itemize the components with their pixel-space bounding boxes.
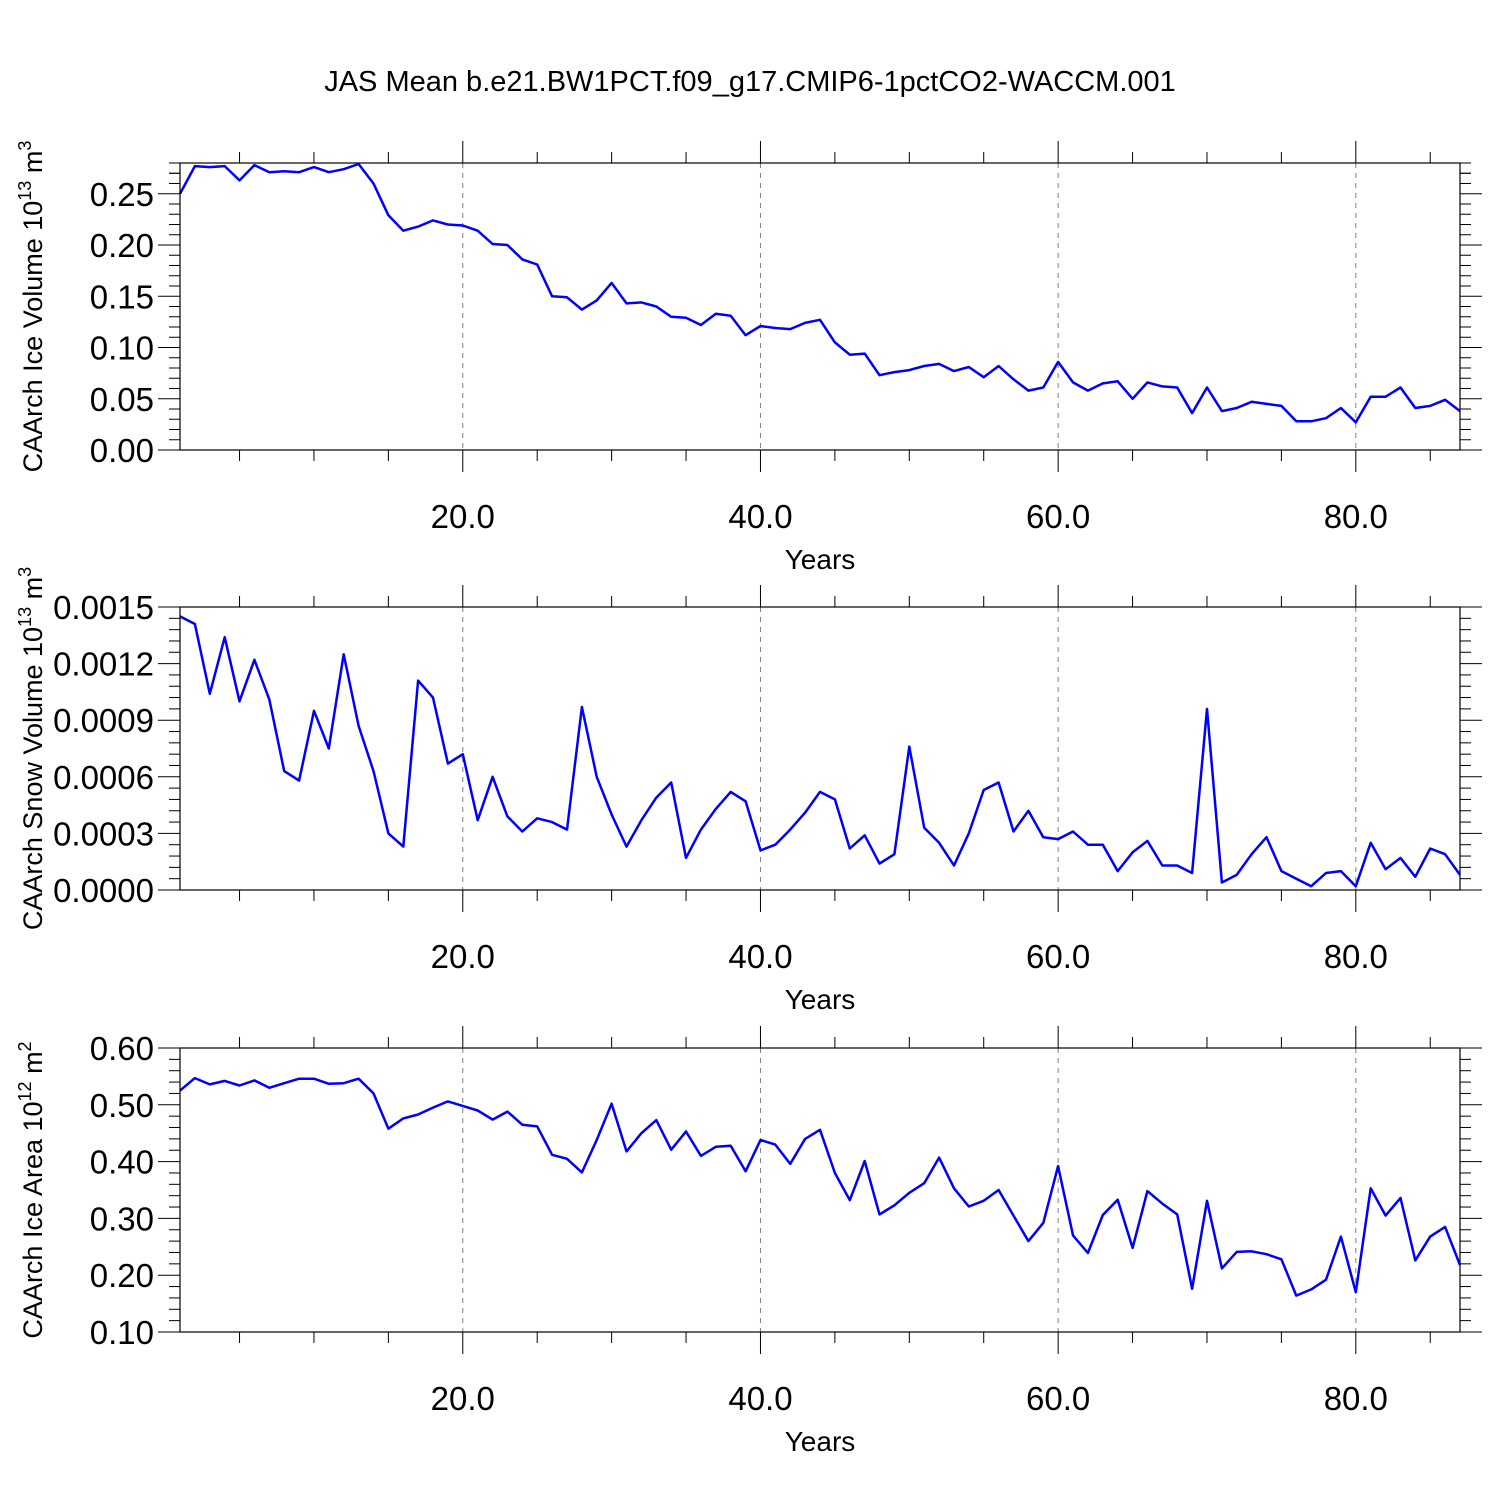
x-axis-label: Years <box>785 984 856 1015</box>
y-tick-label: 0.0009 <box>53 702 154 739</box>
y-axis-label: CAArch Snow Volume 1013 m3 <box>15 567 48 930</box>
panel-2: 0.0000 0.0003 0.0006 0.0009 0.0012 0.0015 20.0… <box>15 567 1482 1015</box>
x-tick-label: 80.0 <box>1324 938 1388 975</box>
y-tick-label: 0.00 <box>90 432 154 469</box>
x-tick-label: 40.0 <box>728 1380 792 1417</box>
y-tick-label: 0.05 <box>90 381 154 418</box>
y-tick-label: 0.0012 <box>53 646 154 683</box>
x-tick-label: 20.0 <box>431 1380 495 1417</box>
x-tick-label: 60.0 <box>1026 498 1090 535</box>
x-tick-label: 60.0 <box>1026 1380 1090 1417</box>
y-tick-label: 0.10 <box>90 330 154 367</box>
x-axis-label: Years <box>785 1426 856 1457</box>
y-axis-label: CAArch Ice Area 1012 m2 <box>15 1041 48 1338</box>
y-tick-label: 0.20 <box>90 1257 154 1294</box>
plot-frame <box>179 606 1461 891</box>
y-tick-label: 0.0015 <box>53 589 154 626</box>
x-tick-label: 80.0 <box>1324 498 1388 535</box>
y-tick-label: 0.40 <box>90 1144 154 1181</box>
y-tick-label: 0.0000 <box>53 872 154 909</box>
y-tick-label: 0.25 <box>90 176 154 213</box>
y-tick-label: 0.30 <box>90 1200 154 1237</box>
x-tick-label: 20.0 <box>431 498 495 535</box>
y-tick-label: 0.20 <box>90 227 154 264</box>
y-tick-label: 0.50 <box>90 1087 154 1124</box>
series-line <box>179 1076 1462 1297</box>
y-axis-label: CAArch Ice Volume 1013 m3 <box>15 141 48 473</box>
x-axis-label: Years <box>785 544 856 575</box>
panels: 0.00 0.05 0.10 0.15 0.20 0.25 20.0 40.0 60.0 80.0… <box>15 141 1482 1457</box>
series-line <box>178 162 1461 424</box>
y-tick-label: 0.0003 <box>53 815 154 852</box>
panel-3: 0.10 0.20 0.30 0.40 0.50 0.60 20.0 40.0 60.0 80.0… <box>15 1026 1482 1457</box>
x-tick-label: 80.0 <box>1324 1380 1388 1417</box>
x-tick-label: 40.0 <box>728 498 792 535</box>
x-tick-label: 20.0 <box>431 938 495 975</box>
y-tick-label: 0.10 <box>90 1314 154 1351</box>
plot-frame <box>179 1047 1461 1333</box>
plot-frame <box>179 162 1461 451</box>
x-tick-label: 40.0 <box>728 938 792 975</box>
y-tick-label: 0.15 <box>90 278 154 315</box>
y-tick-label: 0.60 <box>90 1030 154 1067</box>
panel-1: 0.00 0.05 0.10 0.15 0.20 0.25 20.0 40.0 60.0 80.0… <box>15 141 1482 575</box>
x-tick-label: 60.0 <box>1026 938 1090 975</box>
series-line <box>179 615 1462 888</box>
y-tick-label: 0.0006 <box>53 759 154 796</box>
figure-title: JAS Mean b.e21.BW1PCT.f09_g17.CMIP6-1pct… <box>324 66 1176 98</box>
